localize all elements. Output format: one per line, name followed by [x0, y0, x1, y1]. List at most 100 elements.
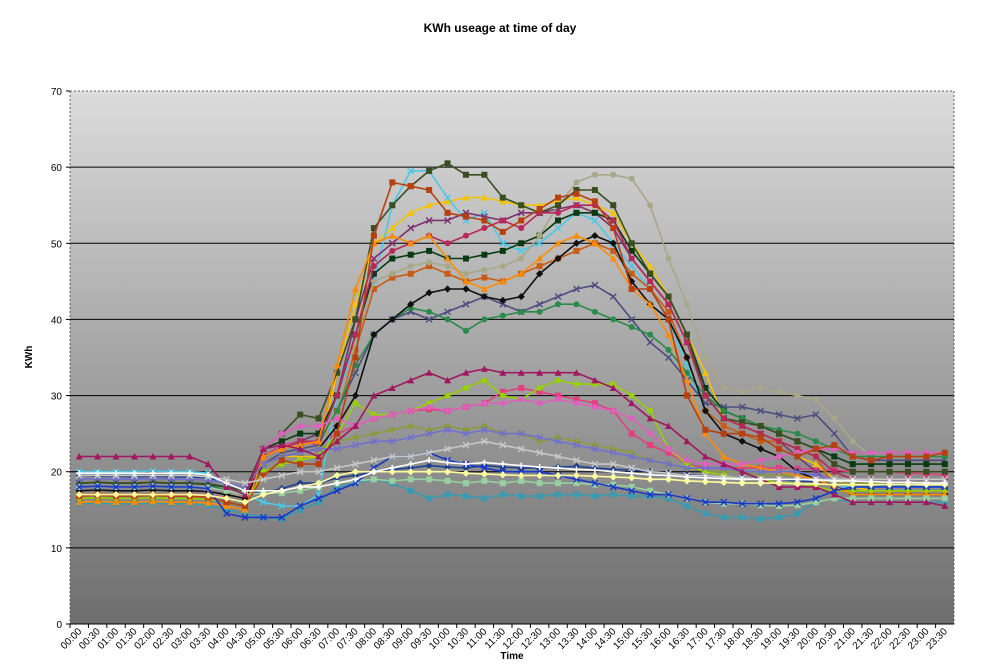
- data-point: [647, 430, 654, 437]
- data-point: [296, 468, 304, 476]
- data-point: [904, 453, 911, 460]
- data-point: [720, 498, 728, 506]
- data-point: [591, 472, 599, 480]
- data-point: [610, 202, 617, 209]
- data-point: [481, 477, 488, 484]
- data-point: [112, 490, 120, 499]
- data-point: [186, 483, 194, 491]
- data-point: [536, 493, 543, 500]
- data-point: [517, 247, 525, 255]
- data-point: [481, 459, 488, 466]
- data-point: [868, 449, 875, 456]
- data-point: [867, 498, 875, 506]
- data-point: [389, 247, 396, 254]
- data-point: [646, 475, 654, 483]
- data-point: [388, 468, 396, 476]
- data-point: [517, 445, 525, 453]
- data-point: [425, 468, 433, 476]
- data-point: [517, 471, 525, 480]
- data-point: [555, 194, 562, 201]
- data-point: [776, 388, 783, 395]
- data-point: [904, 461, 911, 468]
- data-point: [776, 445, 783, 452]
- data-point: [646, 468, 654, 476]
- data-point: [499, 491, 506, 498]
- data-point: [665, 422, 673, 430]
- data-point: [186, 490, 194, 499]
- data-point: [573, 179, 580, 186]
- data-point: [739, 476, 746, 483]
- data-point: [278, 513, 286, 521]
- data-point: [94, 486, 102, 494]
- data-point: [462, 441, 470, 449]
- data-point: [389, 270, 396, 277]
- data-point: [333, 361, 341, 369]
- series-line: [79, 162, 945, 492]
- data-point: [572, 475, 580, 483]
- data-point: [315, 468, 323, 476]
- data-point: [149, 482, 157, 490]
- data-point: [278, 515, 285, 522]
- data-point: [167, 490, 175, 499]
- data-point: [904, 468, 911, 475]
- data-point: [609, 255, 617, 262]
- data-point: [444, 255, 452, 262]
- data-point: [334, 369, 341, 376]
- data-point: [481, 217, 488, 224]
- data-point: [518, 308, 525, 315]
- data-point: [536, 464, 543, 471]
- data-point: [775, 468, 783, 476]
- data-point: [389, 255, 396, 262]
- data-point: [444, 209, 451, 216]
- data-point: [683, 437, 691, 445]
- data-point: [573, 400, 580, 407]
- data-point: [517, 270, 525, 277]
- data-point: [499, 197, 507, 205]
- data-point: [793, 414, 801, 422]
- data-point: [830, 491, 838, 498]
- data-point: [776, 502, 783, 509]
- data-point: [94, 479, 101, 486]
- data-point: [149, 479, 156, 486]
- data-point: [370, 437, 378, 445]
- data-point: [241, 498, 249, 506]
- data-point: [720, 475, 727, 482]
- data-point: [886, 461, 893, 468]
- data-point: [518, 202, 525, 209]
- data-point: [186, 498, 194, 506]
- data-point: [425, 289, 433, 297]
- data-point: [536, 308, 543, 315]
- data-point: [628, 270, 635, 277]
- data-point: [517, 369, 525, 376]
- data-point: [830, 481, 838, 489]
- data-point: [831, 468, 838, 475]
- data-point: [812, 411, 820, 419]
- data-point: [351, 422, 359, 430]
- data-point: [370, 263, 377, 270]
- data-point: [701, 430, 709, 437]
- data-point: [480, 292, 488, 301]
- y-tick-label: 70: [51, 87, 63, 98]
- data-point: [499, 263, 506, 270]
- data-point: [720, 514, 727, 521]
- data-point: [610, 381, 617, 388]
- data-point: [609, 449, 617, 457]
- data-point: [868, 461, 875, 468]
- data-point: [370, 430, 378, 438]
- data-point: [241, 502, 248, 509]
- data-point: [536, 369, 544, 376]
- data-point: [573, 202, 580, 209]
- data-point: [941, 480, 948, 487]
- data-point: [849, 481, 857, 489]
- data-point: [628, 255, 635, 262]
- data-point: [352, 346, 359, 353]
- data-point: [628, 493, 635, 500]
- data-point: [352, 476, 359, 483]
- data-point: [555, 301, 562, 308]
- data-point: [628, 464, 636, 472]
- data-point: [904, 475, 912, 483]
- data-point: [94, 497, 102, 505]
- data-point: [499, 480, 506, 487]
- data-point: [407, 251, 414, 258]
- data-point: [646, 300, 654, 308]
